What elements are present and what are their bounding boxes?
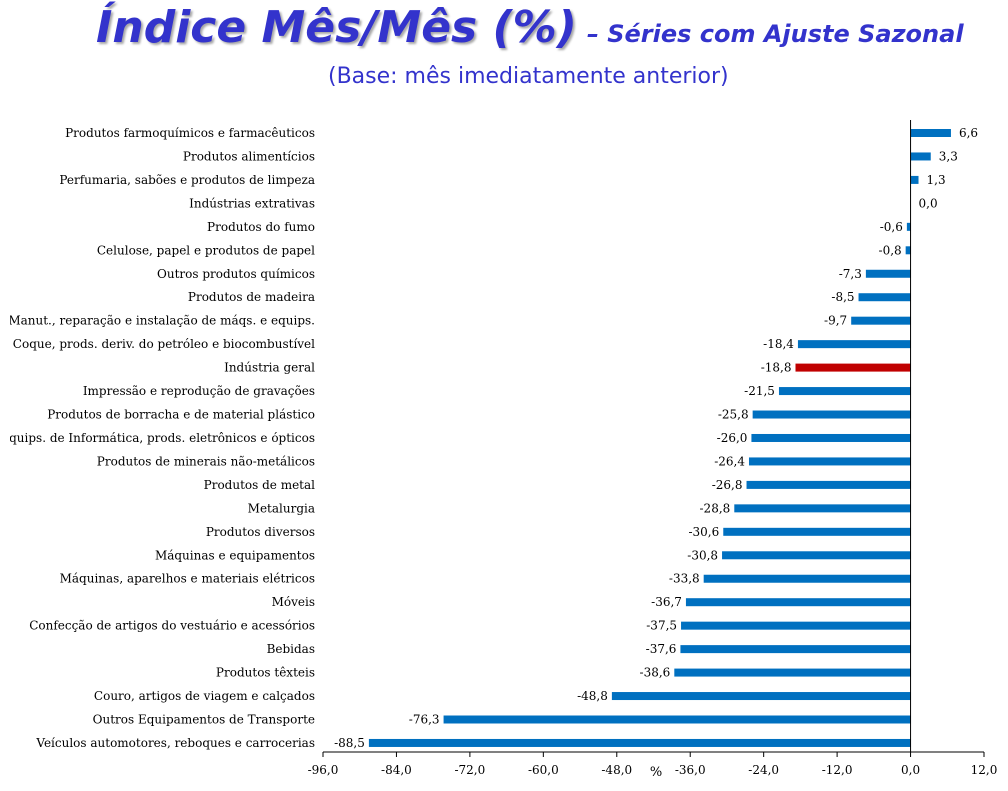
value-label: -48,8	[577, 689, 608, 703]
bar	[851, 316, 911, 325]
category-label: Indústrias extrativas	[189, 196, 315, 210]
value-label: -37,6	[646, 642, 677, 656]
value-label: -21,5	[744, 384, 775, 398]
value-label: -36,7	[651, 595, 682, 609]
category-label: Veículos automotores, reboques e carroce…	[35, 736, 315, 750]
category-label: Coque, prods. deriv. do petróleo e bioco…	[13, 337, 315, 351]
category-label: Couro, artigos de viagem e calçados	[94, 689, 315, 703]
x-tick-label: -60,0	[528, 763, 559, 777]
value-label: 6,6	[959, 126, 978, 140]
category-label: Confecção de artigos do vestuário e aces…	[29, 619, 315, 633]
category-label: Bebidas	[267, 642, 315, 656]
bar-chart: Produtos farmoquímicos e farmacêuticos 6,…	[10, 120, 998, 780]
value-label: -88,5	[334, 736, 365, 750]
category-label: Produtos de borracha e de material plást…	[47, 408, 315, 422]
bar	[703, 574, 911, 583]
value-label: -0,6	[880, 220, 903, 234]
x-tick-label: 0,0	[901, 763, 920, 777]
category-label: Produtos farmoquímicos e farmacêuticos	[65, 126, 315, 140]
category-label: Celulose, papel e produtos de papel	[97, 243, 315, 257]
value-label: -18,4	[763, 337, 794, 351]
category-label: Produtos diversos	[206, 525, 315, 539]
bar	[905, 246, 911, 255]
value-label: -25,8	[718, 408, 749, 422]
category-label: Manut., reparação e instalação de máqs. …	[10, 314, 315, 328]
value-label: -26,4	[714, 454, 745, 468]
bar	[751, 433, 911, 442]
category-label: Perfumaria, sabões e produtos de limpeza	[59, 173, 315, 187]
x-tick-label: -36,0	[675, 763, 706, 777]
bar	[611, 692, 911, 701]
bar	[734, 504, 911, 513]
x-axis-unit-label: %	[650, 765, 662, 780]
x-tick-label: -72,0	[454, 763, 485, 777]
value-label: -33,8	[669, 572, 700, 586]
chart-title-suffix: – Séries com Ajuste Sazonal	[586, 20, 964, 48]
bar	[748, 457, 911, 466]
bar	[674, 668, 911, 677]
category-label: Máquinas, aparelhos e materiais elétrico…	[60, 572, 315, 586]
category-label: Máquinas e equipamentos	[155, 548, 315, 562]
bar	[443, 715, 911, 724]
bar	[723, 527, 911, 536]
value-label: -26,8	[712, 478, 743, 492]
bar	[681, 621, 911, 630]
category-label: Móveis	[272, 595, 315, 609]
value-label: -9,7	[824, 314, 847, 328]
bar	[685, 598, 911, 607]
bar	[722, 551, 911, 560]
category-label: Produtos alimentícios	[183, 149, 315, 163]
category-label: Produtos do fumo	[207, 220, 315, 234]
value-label: 0,0	[919, 196, 938, 210]
value-label: -28,8	[700, 501, 731, 515]
bar	[797, 340, 911, 349]
bar	[858, 293, 911, 302]
value-label: 3,3	[939, 149, 958, 163]
x-tick-label: -48,0	[601, 763, 632, 777]
bar	[778, 387, 911, 396]
value-label: -18,8	[761, 361, 792, 375]
bar	[910, 152, 931, 161]
category-label: Produtos de madeira	[188, 290, 315, 304]
chart-area: Produtos farmoquímicos e farmacêuticos 6,…	[10, 112, 1008, 791]
value-label: -26,0	[717, 431, 748, 445]
value-label: -37,5	[646, 619, 677, 633]
bar	[906, 222, 911, 231]
x-tick-label: -24,0	[748, 763, 779, 777]
chart-title: Índice Mês/Mês (%)	[96, 2, 577, 53]
category-label: Impressão e reprodução de gravações	[83, 384, 315, 398]
category-label: Outros produtos químicos	[157, 267, 315, 281]
bar	[910, 129, 951, 137]
category-label: Produtos têxteis	[216, 666, 315, 680]
value-label: -30,6	[688, 525, 719, 539]
header: Índice Mês/Mês (%) – Séries com Ajuste Sa…	[0, 0, 1008, 112]
bar	[680, 645, 911, 654]
value-label: -7,3	[839, 267, 862, 281]
category-label: Indústria geral	[224, 361, 315, 375]
category-label: Produtos de minerais não-metálicos	[97, 454, 315, 468]
bar	[752, 410, 911, 419]
x-tick-label: 12,0	[971, 763, 998, 777]
x-tick-label: -96,0	[308, 763, 339, 777]
x-tick-label: -84,0	[381, 763, 412, 777]
category-label: Outros Equipamentos de Transporte	[93, 713, 315, 727]
category-label: Equips. de Informática, prods. eletrônic…	[10, 431, 315, 445]
x-tick-label: -12,0	[822, 763, 853, 777]
chart-subtitle: (Base: mês imediatamente anterior)	[328, 64, 729, 89]
value-label: -0,8	[879, 243, 902, 257]
value-label: 1,3	[927, 173, 946, 187]
bar	[865, 269, 911, 278]
value-label: -38,6	[640, 666, 671, 680]
category-label: Produtos de metal	[204, 478, 316, 492]
value-label: -8,5	[831, 290, 854, 304]
value-label: -30,8	[687, 548, 718, 562]
bar	[368, 738, 911, 747]
category-label: Metalurgia	[248, 501, 315, 515]
value-label: -76,3	[409, 713, 440, 727]
bar	[746, 480, 911, 489]
bar	[910, 175, 919, 184]
bar-highlight	[795, 363, 911, 372]
title-line: Índice Mês/Mês (%) – Séries com Ajuste Sa…	[96, 2, 964, 53]
